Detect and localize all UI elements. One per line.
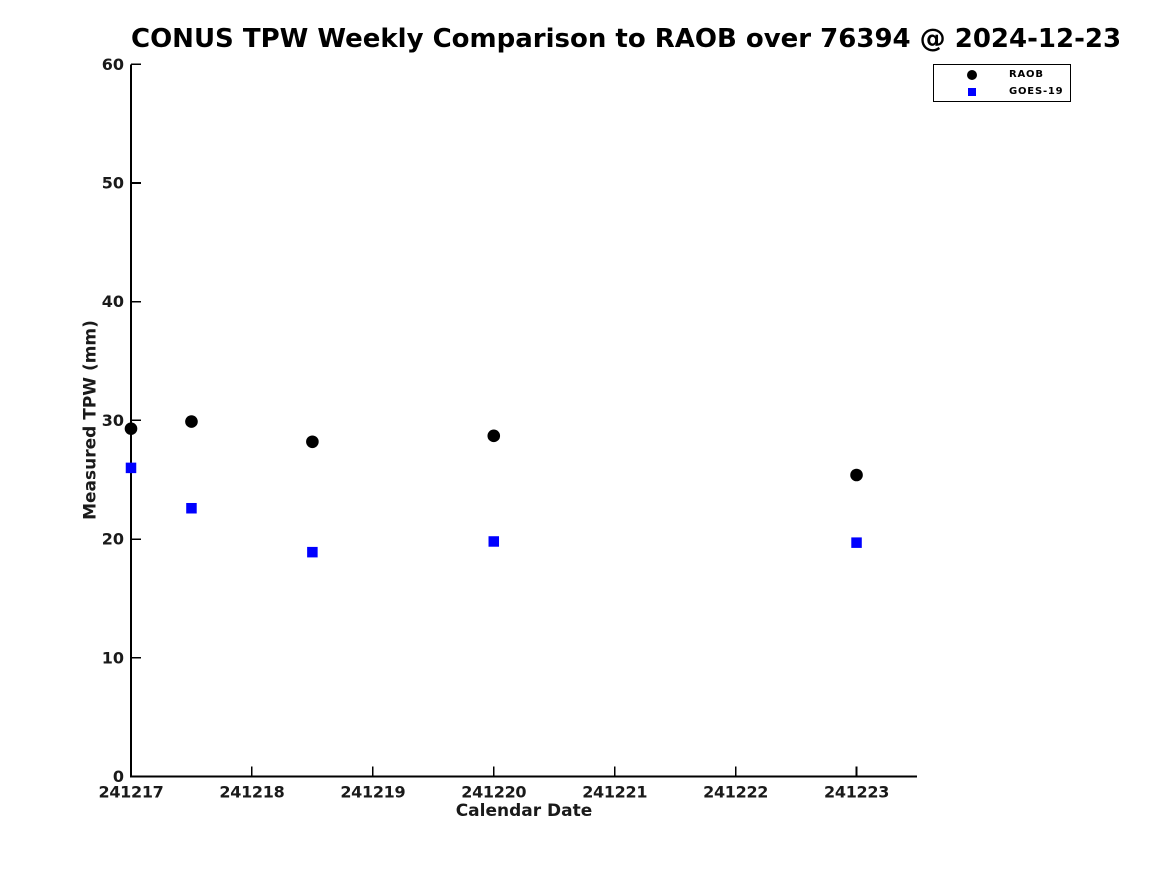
y-tick-label: 30 xyxy=(102,411,124,430)
legend: RAOB GOES-19 xyxy=(933,64,1071,102)
legend-label-goes-19: GOES-19 xyxy=(1009,85,1064,97)
x-tick-label: 241218 xyxy=(219,783,284,802)
goes-19-data-point xyxy=(125,462,137,474)
legend-item-raob: RAOB xyxy=(934,66,1070,83)
y-tick-label: 40 xyxy=(102,292,124,311)
y-tick-label: 60 xyxy=(102,55,124,74)
x-tick-label: 241220 xyxy=(461,783,526,802)
legend-item-goes-19: GOES-19 xyxy=(934,83,1070,100)
y-tick-label: 50 xyxy=(102,174,124,193)
goes-19-data-point xyxy=(488,536,500,547)
legend-marker-cell xyxy=(958,87,986,96)
raob-data-point xyxy=(306,435,319,449)
raob-circle-marker-icon xyxy=(967,69,977,80)
y-tick-label: 0 xyxy=(113,767,124,786)
x-tick-label: 241217 xyxy=(99,783,164,802)
x-tick-label: 241223 xyxy=(824,783,889,802)
goes-19-data-point xyxy=(851,537,862,548)
x-tick-label: 241219 xyxy=(340,783,405,802)
y-tick-label: 20 xyxy=(102,530,124,549)
y-tick-label: 10 xyxy=(102,648,124,667)
y-axis-label: Measured TPW (mm) xyxy=(80,320,101,520)
raob-data-point xyxy=(850,468,863,482)
goes-19-data-point xyxy=(186,502,197,514)
x-axis-label: Calendar Date xyxy=(455,801,593,821)
legend-label-raob: RAOB xyxy=(1009,68,1044,80)
goes-19-square-marker-icon xyxy=(968,87,976,96)
x-tick-label: 241222 xyxy=(703,783,768,802)
raob-data-point xyxy=(124,422,138,436)
raob-data-point xyxy=(487,429,501,443)
axis-spine xyxy=(130,64,917,778)
x-tick-label: 241221 xyxy=(582,783,647,802)
goes-19-data-point xyxy=(307,546,318,558)
legend-marker-cell xyxy=(958,69,986,80)
raob-data-point xyxy=(185,415,198,428)
